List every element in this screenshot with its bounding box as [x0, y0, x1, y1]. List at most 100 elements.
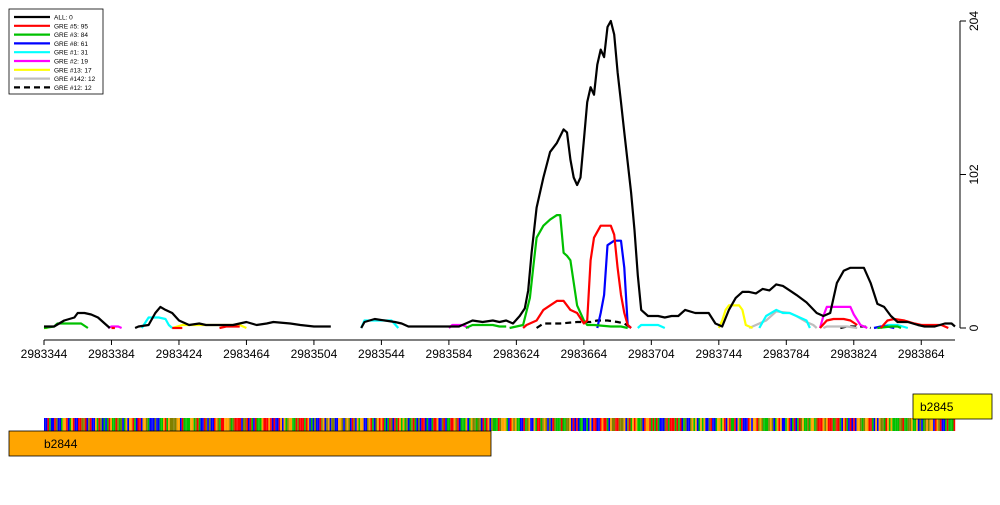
sequence-base: [749, 418, 752, 431]
sequence-base: [657, 418, 660, 431]
sequence-base: [130, 418, 133, 431]
sequence-base: [433, 418, 435, 431]
sequence-base: [324, 418, 327, 431]
sequence-base: [588, 418, 590, 431]
sequence-base: [76, 418, 78, 431]
sequence-base: [382, 418, 384, 431]
sequence-base: [183, 418, 186, 431]
sequence-base: [181, 418, 184, 431]
sequence-base: [404, 418, 407, 431]
sequence-base: [735, 418, 738, 431]
sequence-base: [725, 418, 728, 431]
sequence-base: [480, 418, 483, 431]
sequence-base: [865, 418, 867, 431]
sequence-base: [113, 418, 116, 431]
sequence-base: [169, 418, 172, 431]
sequence-base: [686, 418, 689, 431]
sequence-base: [594, 418, 597, 431]
sequence-base: [45, 418, 48, 431]
sequence-base: [81, 418, 84, 431]
series-line-2-seg-2: [509, 214, 628, 330]
sequence-base: [355, 418, 357, 431]
sequence-base: [251, 418, 254, 431]
legend-entry-label: ALL: 0: [54, 15, 73, 22]
sequence-base: [353, 418, 356, 431]
x-tick-label: 2983504: [291, 347, 338, 361]
sequence-base: [54, 418, 56, 431]
sequence-base: [696, 418, 699, 431]
sequence-base: [117, 418, 119, 431]
legend-entry-label: GRE #142: 12: [54, 76, 96, 83]
sequence-base: [516, 418, 519, 431]
sequence-base: [268, 418, 271, 431]
sequence-base: [161, 418, 163, 431]
sequence-base: [428, 418, 430, 431]
sequence-base: [210, 418, 213, 431]
sequence-base: [888, 418, 891, 431]
sequence-base: [951, 418, 954, 431]
sequence-base: [95, 418, 97, 431]
sequence-base: [802, 418, 804, 431]
sequence-base: [713, 418, 716, 431]
sequence-base: [667, 418, 670, 431]
sequence-base: [807, 418, 809, 431]
sequence-base: [278, 418, 281, 431]
sequence-base: [380, 418, 383, 431]
sequence-base: [792, 418, 794, 431]
sequence-base: [628, 418, 631, 431]
sequence-base: [622, 418, 624, 431]
sequence-base: [933, 418, 935, 431]
sequence-base: [263, 418, 265, 431]
sequence-base: [339, 418, 342, 431]
sequence-base: [579, 418, 582, 431]
sequence-base: [916, 418, 918, 431]
sequence-base: [465, 418, 468, 431]
sequence-base: [775, 418, 777, 431]
sequence-base: [450, 418, 452, 431]
sequence-base: [861, 418, 864, 431]
sequence-base: [810, 418, 813, 431]
sequence-base: [509, 418, 512, 431]
sequence-base: [470, 418, 473, 431]
sequence-base: [140, 418, 143, 431]
sequence-base: [72, 418, 75, 431]
x-tick-label: 2983784: [763, 347, 810, 361]
sequence-base: [601, 418, 604, 431]
sequence-base: [856, 418, 859, 431]
sequence-base: [582, 418, 585, 431]
sequence-base: [788, 418, 791, 431]
sequence-base: [771, 418, 774, 431]
sequence-base: [526, 418, 529, 431]
sequence-base: [392, 418, 395, 431]
sequence-base: [894, 418, 896, 431]
sequence-base: [270, 418, 272, 431]
x-tick-label: 2983704: [628, 347, 675, 361]
sequence-base: [188, 418, 191, 431]
sequence-base: [841, 418, 843, 431]
sequence-base: [812, 418, 815, 431]
sequence-base: [147, 418, 150, 431]
sequence-base: [288, 418, 291, 431]
sequence-base: [868, 418, 871, 431]
series-line-2-seg-1: [465, 323, 507, 330]
sequence-base: [123, 418, 126, 431]
sequence-base: [569, 418, 571, 431]
sequence-base: [96, 418, 99, 431]
sequence-base: [817, 418, 820, 431]
series-line-4-seg-2: [637, 323, 666, 330]
sequence-base: [384, 418, 386, 431]
sequence-base: [887, 418, 889, 431]
sequence-base: [815, 418, 818, 431]
sequence-base: [370, 418, 373, 431]
sequence-base: [457, 418, 459, 431]
sequence-base: [504, 418, 507, 431]
sequence-base: [316, 418, 318, 431]
sequence-base: [785, 418, 787, 431]
sequence-base: [598, 418, 600, 431]
sequence-base: [540, 418, 543, 431]
sequence-base: [377, 418, 379, 431]
sequence-base: [273, 418, 276, 431]
sequence-base: [941, 418, 944, 431]
sequence-base: [343, 418, 345, 431]
